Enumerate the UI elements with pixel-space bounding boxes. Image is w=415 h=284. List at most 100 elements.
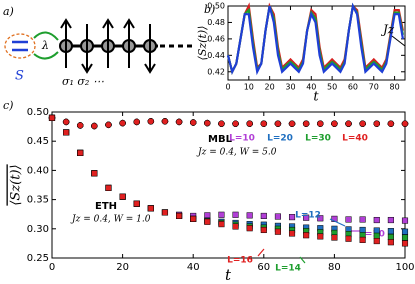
circle-marker	[288, 120, 296, 127]
square-marker	[373, 227, 380, 234]
panel-label: c)	[3, 99, 13, 112]
circle-marker	[401, 120, 409, 127]
square-marker	[218, 211, 225, 218]
x-tick-label: 10	[244, 83, 254, 92]
x-tick-label: 50	[327, 83, 337, 92]
circle-marker	[161, 118, 169, 125]
x-tick-label: 60	[348, 83, 358, 92]
square-marker	[204, 218, 211, 225]
square-marker	[288, 214, 296, 221]
x-tick-label: 20	[116, 262, 129, 273]
square-marker	[359, 216, 366, 223]
y-tick-label: 0.42	[207, 67, 225, 76]
square-marker	[373, 238, 380, 245]
circle-marker	[387, 120, 395, 127]
series-label: L=10	[229, 134, 255, 144]
series-label: L=40	[342, 134, 368, 144]
series-line	[226, 2, 404, 76]
square-marker	[246, 212, 253, 219]
square-marker	[373, 216, 380, 224]
series-label: L=16	[227, 256, 253, 266]
y-tick-label: 0.30	[27, 224, 49, 235]
square-marker	[204, 212, 211, 219]
circle-marker	[260, 120, 268, 127]
x-tick-label: 70	[369, 83, 379, 92]
series-line	[226, 2, 404, 75]
annotation: MBL	[208, 134, 233, 145]
y-tick-label: 0.50	[27, 107, 49, 118]
square-marker	[119, 193, 126, 200]
label-arrow	[329, 218, 346, 227]
series-label: L=30	[305, 134, 331, 144]
spin-arrows	[60, 18, 156, 74]
annotation: Jz	[380, 23, 395, 37]
square-marker	[401, 228, 409, 235]
square-marker	[288, 230, 296, 237]
circle-marker	[331, 120, 338, 127]
square-marker	[260, 212, 267, 220]
x-tick-label: 0	[225, 83, 230, 92]
chart: 0.42 0.44 0.46 0.48 0.50 0 10 20 30 40 50 60 70 80 b) t…	[196, 2, 406, 105]
circle-marker	[218, 120, 225, 127]
square-marker	[401, 240, 409, 247]
spins	[59, 18, 157, 74]
x-tick-label: 20	[265, 83, 275, 92]
y-tick-label: 0.40	[27, 165, 49, 176]
circle-marker	[189, 119, 197, 126]
square-marker	[105, 184, 112, 191]
coupling-arrow	[33, 51, 59, 60]
x-tick-label: 100	[395, 262, 414, 273]
series-label: L=10	[359, 230, 385, 240]
square-marker	[232, 211, 239, 218]
square-marker	[317, 233, 324, 240]
circle-marker	[105, 121, 112, 129]
series-label: L=14	[275, 264, 301, 274]
system-boundary	[4, 33, 36, 59]
plot-frame	[227, 5, 406, 81]
panel-label: b)	[204, 3, 215, 16]
square-marker	[359, 226, 366, 234]
square-marker	[373, 232, 380, 239]
circle-marker	[274, 120, 282, 127]
circle-marker	[302, 120, 310, 127]
y-tick-label: 0.25	[27, 253, 49, 264]
y-tick-label: 0.44	[207, 51, 225, 60]
circle-marker	[204, 119, 211, 127]
x-tick-label: 30	[285, 83, 295, 92]
y-tick-label: 0.46	[207, 34, 225, 43]
square-marker	[176, 212, 183, 220]
square-marker	[345, 235, 352, 242]
annotation: Jz = 0.4, W = 5.0	[196, 148, 277, 158]
annotation: ETH	[95, 201, 117, 212]
square-marker	[345, 216, 352, 223]
coupling-arrow	[33, 31, 59, 41]
y-tick-label: 0.35	[27, 195, 49, 206]
site-labels: σ₁ σ₂ ⋯	[62, 75, 104, 88]
series-label: L=12	[295, 211, 321, 221]
square-marker	[401, 234, 409, 241]
square-marker	[274, 213, 281, 220]
circle-marker	[317, 120, 324, 127]
x-tick-label: 40	[306, 83, 316, 92]
system-label: S	[15, 69, 24, 84]
square-marker	[303, 214, 310, 221]
square-marker	[232, 223, 239, 230]
series-label: L=20	[267, 134, 293, 144]
square-marker	[63, 129, 70, 136]
square-marker	[133, 200, 140, 207]
square-marker	[190, 215, 197, 222]
circle-marker	[76, 122, 84, 129]
square-marker	[147, 205, 154, 212]
square-marker	[401, 217, 409, 224]
square-marker	[246, 225, 253, 232]
label-arrow	[299, 256, 306, 264]
y-tick-label: 0.45	[27, 136, 49, 147]
square-marker	[48, 114, 56, 121]
circle-marker	[175, 118, 183, 126]
square-marker	[161, 209, 169, 216]
square-marker	[387, 239, 394, 246]
y-axis-label: ⟨Sz(t)⟩	[196, 26, 209, 61]
square-marker	[317, 215, 324, 222]
y-tick-label: 0.50	[207, 2, 225, 11]
